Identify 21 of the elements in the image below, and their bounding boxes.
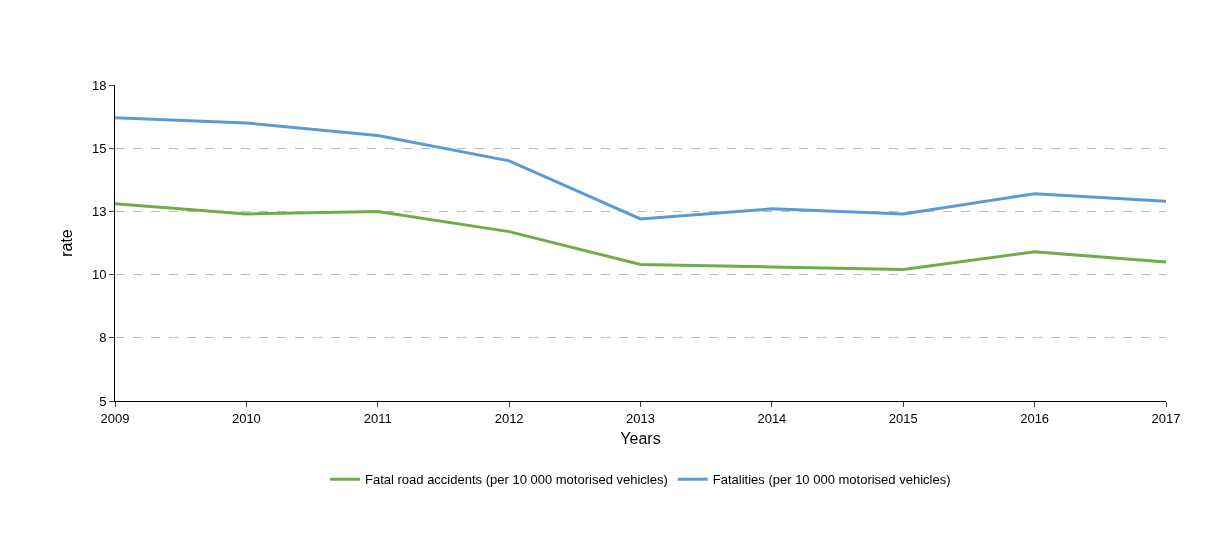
y-tick-label: 5 bbox=[99, 393, 107, 409]
x-tick-label: 2014 bbox=[757, 410, 787, 426]
x-tick-label: 2013 bbox=[626, 410, 655, 426]
line-series bbox=[115, 202, 1166, 272]
x-tick-label: 2012 bbox=[494, 410, 524, 426]
line-series bbox=[115, 116, 1166, 221]
x-tick-label: 2015 bbox=[888, 410, 918, 426]
y-tick-label: 15 bbox=[91, 140, 107, 156]
x-tick-label: 2011 bbox=[363, 410, 392, 426]
y-axis-title: rate bbox=[57, 229, 75, 257]
y-tick-label: 13 bbox=[91, 203, 107, 219]
x-tick-label: 2017 bbox=[1151, 410, 1181, 426]
x-axis-title: Years bbox=[620, 430, 661, 448]
x-tick-label: 2009 bbox=[100, 410, 130, 426]
y-tick-label: 10 bbox=[91, 267, 107, 283]
y-tick-label: 18 bbox=[91, 77, 107, 93]
y-tick-label: 8 bbox=[99, 330, 107, 346]
legend-label: Fatal road accidents (per 10 000 motorised vehicles) bbox=[365, 472, 668, 488]
x-tick-label: 2016 bbox=[1020, 410, 1050, 426]
legend-label: Fatalities (per 10 000 motorised vehicles) bbox=[712, 472, 951, 488]
x-tick-label: 2010 bbox=[231, 410, 261, 426]
